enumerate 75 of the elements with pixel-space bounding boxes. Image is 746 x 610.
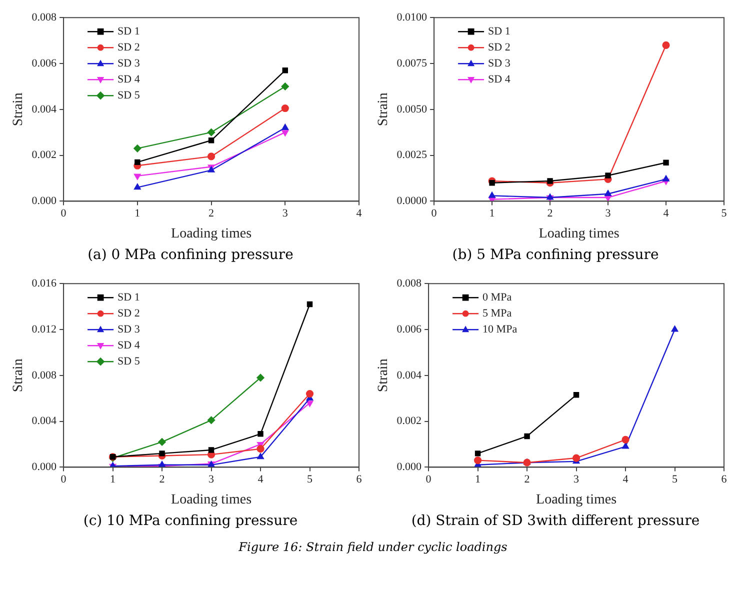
x-tick-label: 0 [426,474,432,486]
legend-label: SD 2 [118,41,140,54]
legend-label: SD 2 [118,307,140,320]
y-tick-label: 0.0025 [396,149,428,162]
y-tick-label: 0.0100 [396,11,428,24]
x-tick-label: 0 [60,208,67,220]
x-tick-label: 6 [721,474,728,486]
x-tick-label: 3 [574,474,580,486]
y-tick-label: 0.008 [396,277,422,290]
y-tick-label: 0.004 [32,103,58,116]
x-tick-label: 1 [110,474,116,486]
x-tick-label: 4 [622,474,629,486]
y-tick-label: 0.000 [32,461,58,474]
x-tick-label: 1 [134,208,140,220]
legend-label: SD 1 [488,25,510,38]
x-tick-label: 3 [605,208,612,220]
x-tick-label: 4 [258,474,264,486]
x-tick-label: 2 [547,208,553,220]
text: (b) 5 MPa confining pressure [451,246,660,265]
y-tick-label: 0.012 [32,323,57,336]
caption: Figure 16: Strain field under cyclic loadings [238,540,508,554]
x-tick-label: 4 [663,208,670,220]
x-tick-label: 6 [356,474,362,486]
y-tick-label: 0.000 [32,195,58,208]
y-tick-label: 0.0000 [396,195,428,208]
legend-label: SD 3 [118,323,140,336]
legend-label: SD 5 [118,89,140,102]
y-tick-label: 0.002 [32,149,57,162]
legend-label: SD 2 [488,41,510,54]
y-tick-label: 0.000 [396,461,422,474]
y-tick-label: 0.016 [32,277,58,290]
x-tick-label: 2 [159,474,165,486]
legend-label: SD 1 [118,25,140,38]
x-tick-label: 3 [282,208,288,220]
y-tick-label: 0.006 [32,57,58,70]
y-tick-label: 0.008 [32,369,58,382]
legend-label: 0 MPa [482,291,512,304]
y-tick-label: 0.004 [32,415,58,428]
x-tick-label: 0 [60,474,67,486]
y-tick-label: 0.008 [32,11,58,24]
legend-label: 10 MPa [482,323,518,336]
x-tick-label: 4 [356,208,362,220]
legend-label: 5 MPa [482,307,512,320]
x-tick-label: 3 [208,474,215,486]
x-axis-title: Loading times [538,226,620,242]
x-tick-label: 1 [475,474,481,486]
x-axis-title: Loading times [171,492,252,508]
legend-label: SD 4 [488,73,511,86]
y-axis-title: Strain [376,358,392,392]
x-tick-label: 5 [721,208,728,220]
y-axis-title: Strain [376,92,392,126]
x-tick-label: 1 [489,208,495,220]
x-tick-label: 5 [672,474,678,486]
legend-label: SD 1 [118,291,140,304]
x-tick-label: 0 [431,208,438,220]
y-tick-label: 0.004 [396,369,422,382]
legend-label: SD 5 [118,355,140,368]
legend-label: SD 3 [118,57,140,70]
legend-label: SD 3 [488,57,511,70]
text: (c) 10 MPa confining pressure [82,512,299,531]
text: (d) Strain of SD 3with different pressure [410,512,701,531]
x-axis-title: Loading times [536,492,617,508]
y-axis-title: Strain [11,92,26,126]
legend-label: SD 4 [118,73,140,86]
y-tick-label: 0.002 [396,415,422,428]
x-tick-label: 2 [524,474,530,486]
y-axis-title: Strain [11,358,26,392]
y-tick-label: 0.006 [396,323,422,336]
x-tick-label: 2 [208,208,214,220]
text: (a) 0 MPa confining pressure [86,246,294,265]
legend-label: SD 4 [118,339,140,352]
y-tick-label: 0.0075 [396,57,428,70]
x-tick-label: 5 [307,474,314,486]
y-tick-label: 0.0050 [396,103,428,116]
x-axis-title: Loading times [171,226,252,242]
